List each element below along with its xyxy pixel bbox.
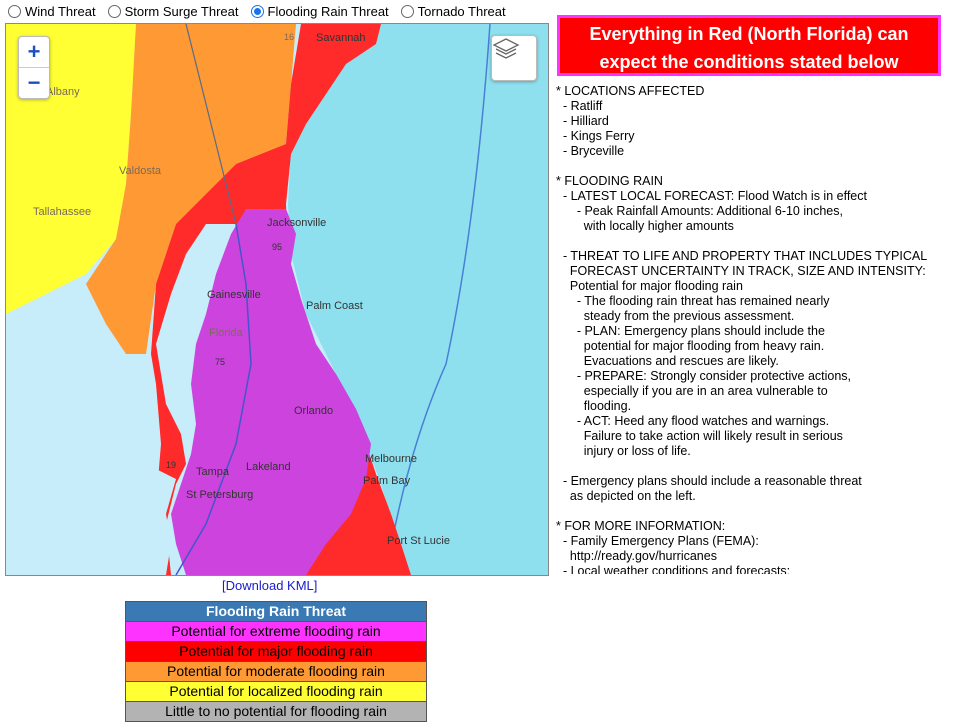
info-line: - Hilliard bbox=[556, 114, 609, 128]
info-line: especially if you are in an area vulnera… bbox=[556, 384, 828, 398]
threat-type-selector: Wind Threat Storm Surge Threat Flooding … bbox=[8, 4, 518, 19]
info-line: - PREPARE: Strongly consider protective … bbox=[556, 369, 852, 383]
highway-shield: 19 bbox=[166, 460, 177, 470]
radio-dot[interactable] bbox=[8, 5, 21, 18]
alert-banner: Everything in Red (North Florida) can ex… bbox=[557, 15, 941, 76]
info-line: * LOCATIONS AFFECTED bbox=[556, 84, 705, 98]
info-line: injury or loss of life. bbox=[556, 444, 691, 458]
gulf-water bbox=[6, 454, 176, 575]
city-label: Lakeland bbox=[246, 461, 291, 473]
info-line: - Local weather conditions and forecasts… bbox=[556, 564, 791, 574]
highway-shield: 16 bbox=[284, 32, 295, 42]
threat-info-text[interactable]: * LOCATIONS AFFECTED - Ratliff - Hilliar… bbox=[556, 84, 955, 574]
info-line: steady from the previous assessment. bbox=[556, 309, 795, 323]
zoom-control: + − bbox=[18, 36, 50, 99]
info-line: - THREAT TO LIFE AND PROPERTY THAT INCLU… bbox=[556, 249, 928, 263]
city-label: Palm Coast bbox=[306, 300, 363, 312]
info-line bbox=[556, 159, 955, 174]
highway-shield: 75 bbox=[215, 357, 226, 367]
city-label: Albany bbox=[46, 86, 80, 98]
info-line: - Bryceville bbox=[556, 144, 625, 158]
radio-dot-selected[interactable] bbox=[250, 5, 264, 18]
info-line: - Emergency plans should include a reaso… bbox=[556, 474, 862, 488]
banner-line-1: Everything in Red (North Florida) can bbox=[589, 24, 909, 44]
threat-map[interactable]: Savannah Albany Valdosta Tallahassee Jac… bbox=[5, 23, 549, 576]
city-label: Port St Lucie bbox=[387, 535, 450, 547]
legend-row-moderate: Potential for moderate flooding rain bbox=[126, 661, 426, 681]
radio-storm-surge-threat[interactable]: Storm Surge Threat bbox=[107, 4, 239, 19]
interstate-75-north bbox=[185, 24, 237, 225]
city-label: Melbourne bbox=[365, 453, 417, 465]
download-kml-link[interactable]: [Download KML] bbox=[222, 578, 318, 593]
legend-row-none: Little to no potential for flooding rain bbox=[126, 701, 426, 721]
radio-dot[interactable] bbox=[400, 5, 414, 18]
info-line: FORECAST UNCERTAINTY IN TRACK, SIZE AND … bbox=[556, 264, 926, 278]
legend-row-major: Potential for major flooding rain bbox=[126, 641, 426, 661]
info-line bbox=[556, 234, 955, 249]
legend-row-localized: Potential for localized flooding rain bbox=[126, 681, 426, 701]
city-label: Savannah bbox=[316, 32, 366, 44]
banner-line-2: expect the conditions stated below bbox=[599, 52, 899, 72]
info-line: - LATEST LOCAL FORECAST: Flood Watch is … bbox=[556, 189, 867, 203]
info-line: - Kings Ferry bbox=[556, 129, 635, 143]
city-label: Tallahassee bbox=[33, 206, 92, 218]
layers-icon bbox=[492, 38, 520, 59]
info-line: Evacuations and rescues are likely. bbox=[556, 354, 779, 368]
map-canvas bbox=[6, 24, 548, 575]
city-label: Gainesville bbox=[207, 289, 261, 301]
info-line: http://ready.gov/hurricanes bbox=[556, 549, 717, 563]
radio-wind-threat[interactable]: Wind Threat bbox=[8, 4, 96, 19]
radio-dot[interactable] bbox=[107, 5, 121, 18]
legend-row-extreme: Potential for extreme flooding rain bbox=[126, 621, 426, 641]
city-label: Palm Bay bbox=[363, 475, 411, 487]
info-line: - PLAN: Emergency plans should include t… bbox=[556, 324, 825, 338]
city-label: St Petersburg bbox=[186, 489, 254, 501]
state-label: Florida bbox=[209, 327, 243, 339]
info-line bbox=[556, 504, 955, 519]
city-label: Orlando bbox=[294, 405, 334, 417]
info-line: with locally higher amounts bbox=[556, 219, 734, 233]
info-line: - ACT: Heed any flood watches and warnin… bbox=[556, 414, 830, 428]
legend-title: Flooding Rain Threat bbox=[126, 602, 426, 621]
info-line: as depicted on the left. bbox=[556, 489, 696, 503]
zoom-out-button[interactable]: − bbox=[19, 67, 49, 98]
info-line: flooding. bbox=[556, 399, 632, 413]
zoom-in-button[interactable]: + bbox=[27, 39, 41, 64]
legend: Flooding Rain Threat Potential for extre… bbox=[125, 601, 427, 722]
forecast-cone-line bbox=[385, 24, 491, 575]
info-line bbox=[556, 459, 955, 474]
info-line: * FOR MORE INFORMATION: bbox=[556, 519, 726, 533]
city-label: Jacksonville bbox=[267, 217, 327, 229]
city-label: Tampa bbox=[196, 466, 230, 478]
radio-tornado-threat[interactable]: Tornado Threat bbox=[400, 4, 506, 19]
info-line: - Ratliff bbox=[556, 99, 603, 113]
info-line: - Peak Rainfall Amounts: Additional 6-10… bbox=[556, 204, 843, 218]
info-line: - Family Emergency Plans (FEMA): bbox=[556, 534, 759, 548]
coastal-water-zone bbox=[288, 24, 548, 575]
zone-moderate bbox=[86, 24, 296, 354]
radio-flooding-rain-threat[interactable]: Flooding Rain Threat bbox=[250, 4, 389, 19]
highway-shield: 95 bbox=[272, 242, 283, 252]
layers-button[interactable] bbox=[491, 35, 537, 81]
city-label: Valdosta bbox=[119, 165, 161, 177]
info-line: potential for major flooding from heavy … bbox=[556, 339, 825, 353]
info-line: Potential for major flooding rain bbox=[556, 279, 743, 293]
track-line bbox=[175, 223, 252, 575]
info-line: * FLOODING RAIN bbox=[556, 174, 663, 188]
info-line: Failure to take action will likely resul… bbox=[556, 429, 843, 443]
info-line: - The flooding rain threat has remained … bbox=[556, 294, 830, 308]
